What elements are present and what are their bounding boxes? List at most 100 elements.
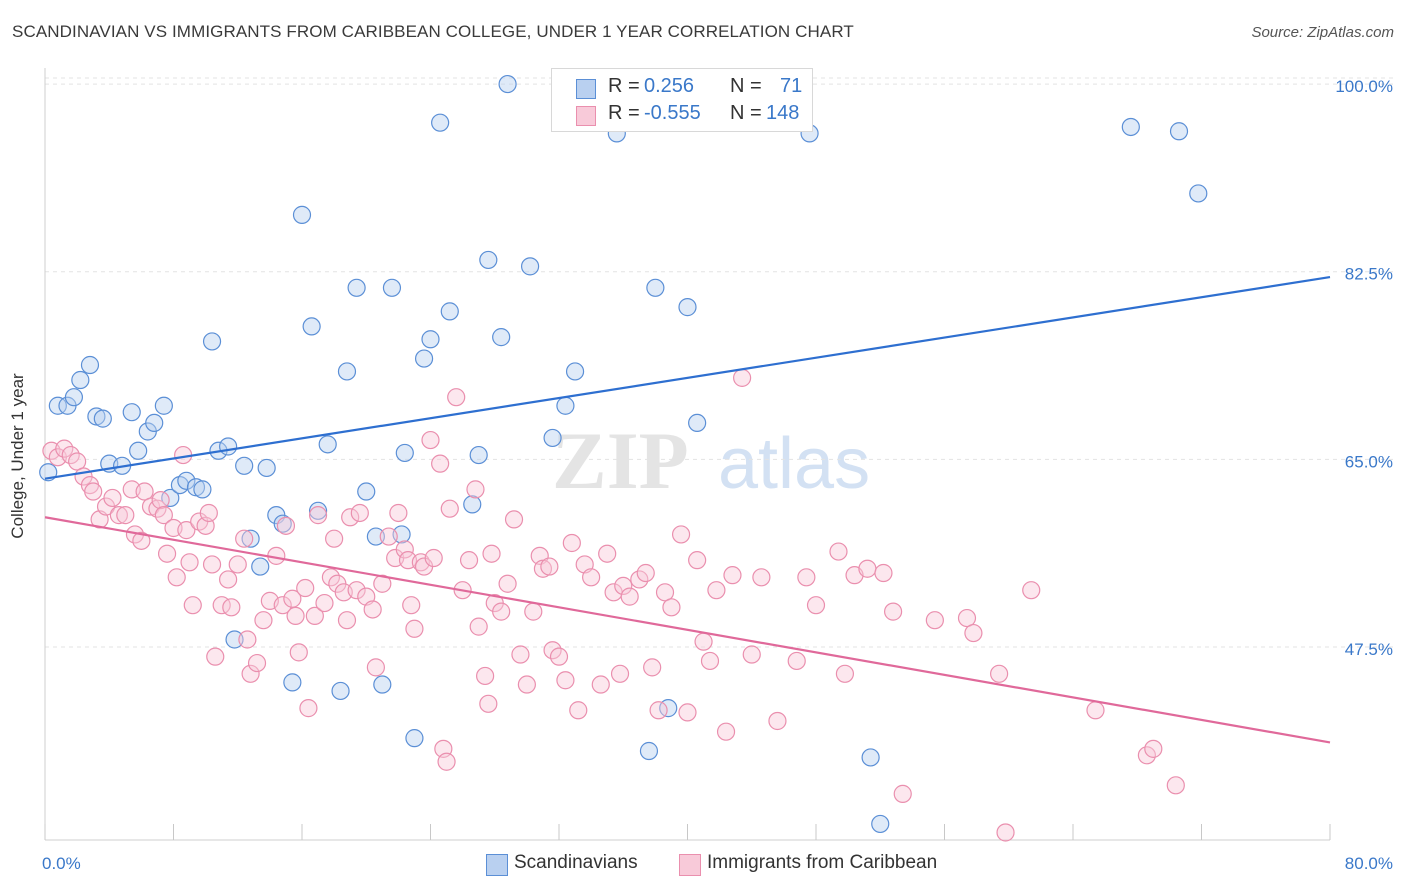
data-point xyxy=(996,823,1015,842)
data-point xyxy=(154,506,173,525)
data-point xyxy=(723,566,742,585)
data-point xyxy=(591,675,610,694)
x-tick-label: 80.0% xyxy=(1345,854,1393,873)
data-point xyxy=(347,278,366,297)
data-point xyxy=(610,664,630,683)
data-point xyxy=(440,302,459,321)
data-point xyxy=(289,643,308,662)
data-point xyxy=(202,555,222,574)
data-point xyxy=(707,581,726,600)
chart-title: SCANDINAVIAN VS IMMIGRANTS FROM CARIBBEA… xyxy=(12,22,854,41)
data-point xyxy=(283,673,302,692)
data-point xyxy=(241,664,260,683)
pink-swatch xyxy=(679,854,701,876)
data-point xyxy=(93,409,112,428)
data-point xyxy=(341,508,360,527)
tick-labels: 47.5% 65.0% 82.5% 100.0% 0.0% 80.0% xyxy=(42,77,1393,873)
data-point xyxy=(517,675,536,694)
data-point xyxy=(389,503,408,523)
data-point xyxy=(180,553,199,572)
data-point xyxy=(671,525,691,544)
data-point xyxy=(549,647,569,666)
data-point xyxy=(421,330,440,349)
axes xyxy=(44,68,1331,841)
data-point xyxy=(463,495,482,514)
data-point xyxy=(193,480,212,499)
data-point xyxy=(694,632,713,651)
data-point xyxy=(414,349,434,368)
data-point xyxy=(48,396,67,415)
data-point xyxy=(315,593,334,613)
data-point xyxy=(620,587,639,606)
data-point xyxy=(524,602,543,621)
data-point xyxy=(492,328,511,347)
data-point xyxy=(431,113,450,132)
data-point xyxy=(1189,184,1208,203)
data-point xyxy=(614,576,633,595)
data-point xyxy=(957,608,977,628)
y-tick-label: 65.0% xyxy=(1345,452,1393,471)
watermark: ZIP atlas xyxy=(552,415,870,506)
data-point xyxy=(482,544,501,563)
data-point xyxy=(135,482,154,501)
data-point xyxy=(292,205,312,224)
data-point xyxy=(379,527,398,546)
n-value: 148 xyxy=(766,102,800,124)
data-point xyxy=(373,574,392,593)
series-scandinavians xyxy=(39,74,1208,834)
data-point xyxy=(273,514,292,533)
data-point xyxy=(219,570,238,589)
data-point xyxy=(540,557,559,576)
blue-swatch xyxy=(486,854,508,876)
r-label: R = xyxy=(608,75,640,97)
series-caribbean xyxy=(42,368,1185,842)
data-point xyxy=(543,428,562,448)
data-point xyxy=(498,74,517,94)
data-point xyxy=(276,516,296,535)
data-point xyxy=(598,544,617,563)
data-point xyxy=(504,510,524,529)
data-point xyxy=(556,671,575,690)
data-point xyxy=(84,482,103,501)
data-point xyxy=(222,598,241,617)
data-point xyxy=(241,529,260,548)
data-point xyxy=(964,623,983,643)
data-point xyxy=(431,454,450,473)
legend-label: Immigrants from Caribbean xyxy=(707,852,938,873)
stats-legend: R = 0.256 N = 71 R = -0.555 N = 148 xyxy=(551,68,813,132)
data-point xyxy=(129,441,148,460)
y-tick-label: 100.0% xyxy=(1335,77,1393,96)
data-point xyxy=(395,540,414,559)
data-point xyxy=(238,630,257,649)
data-point xyxy=(466,480,485,499)
data-point xyxy=(459,551,479,570)
trend-line-caribbean xyxy=(44,516,1331,744)
data-point xyxy=(678,298,697,317)
data-point xyxy=(655,583,675,602)
data-point xyxy=(752,568,771,587)
data-point xyxy=(373,675,392,694)
data-point xyxy=(116,506,135,525)
data-point xyxy=(990,664,1009,683)
data-point xyxy=(296,578,315,598)
data-point xyxy=(202,332,222,351)
data-point xyxy=(1086,701,1105,720)
data-point xyxy=(569,701,588,720)
data-point xyxy=(636,563,655,583)
data-point xyxy=(498,574,517,593)
data-point xyxy=(308,501,328,520)
series-legend: Scandinavians Immigrants from Caribbean xyxy=(0,852,1406,878)
data-point xyxy=(742,645,761,664)
data-point xyxy=(1144,739,1163,758)
data-point xyxy=(286,606,305,626)
data-point xyxy=(366,527,385,546)
data-point xyxy=(469,445,488,465)
trend-line-scandinavians xyxy=(44,275,1331,480)
r-value: 0.256 xyxy=(644,75,695,97)
data-point xyxy=(325,529,344,548)
points xyxy=(39,74,1208,842)
data-point xyxy=(109,506,128,525)
data-point xyxy=(858,559,877,578)
data-point xyxy=(308,506,328,525)
data-point xyxy=(556,396,575,415)
